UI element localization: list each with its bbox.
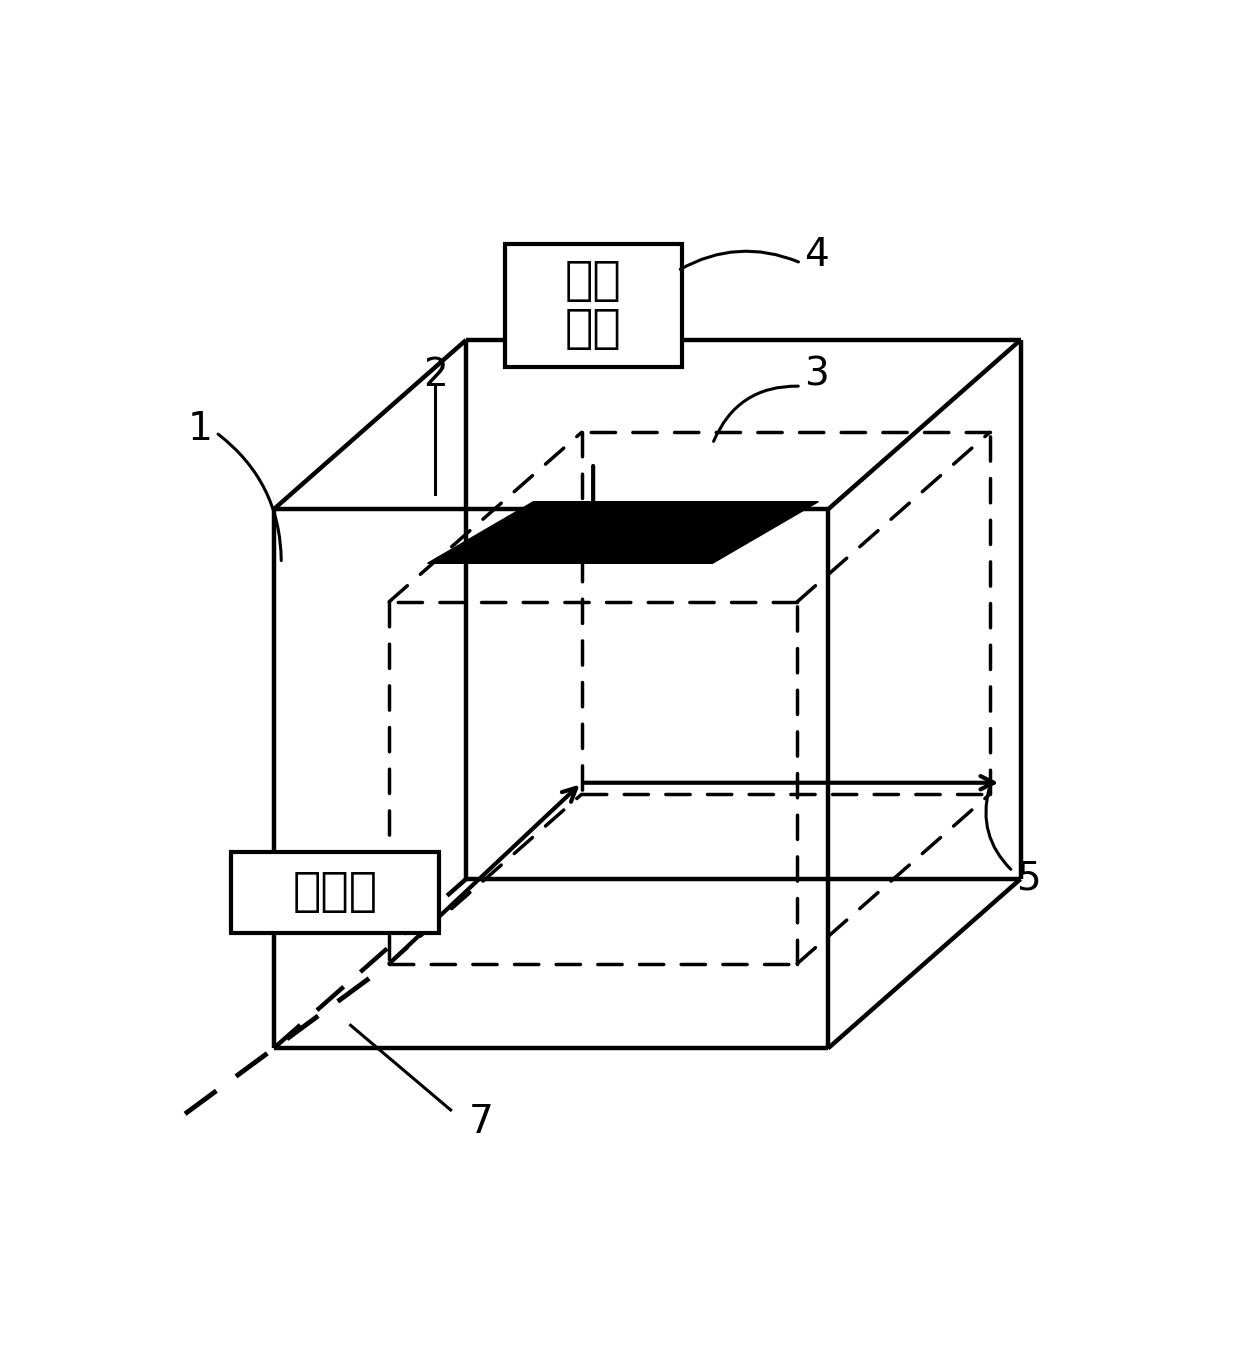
Text: 1: 1 [188,409,213,447]
Text: 5: 5 [1016,861,1040,898]
Text: 3: 3 [804,355,828,393]
FancyBboxPatch shape [231,852,439,934]
Text: 4: 4 [804,236,828,274]
Text: 2: 2 [423,355,448,393]
FancyBboxPatch shape [505,243,682,367]
Text: 加热
激光: 加热 激光 [564,258,621,353]
Text: 检测光: 检测光 [293,870,378,915]
Text: 7: 7 [469,1102,494,1140]
Polygon shape [428,501,818,563]
